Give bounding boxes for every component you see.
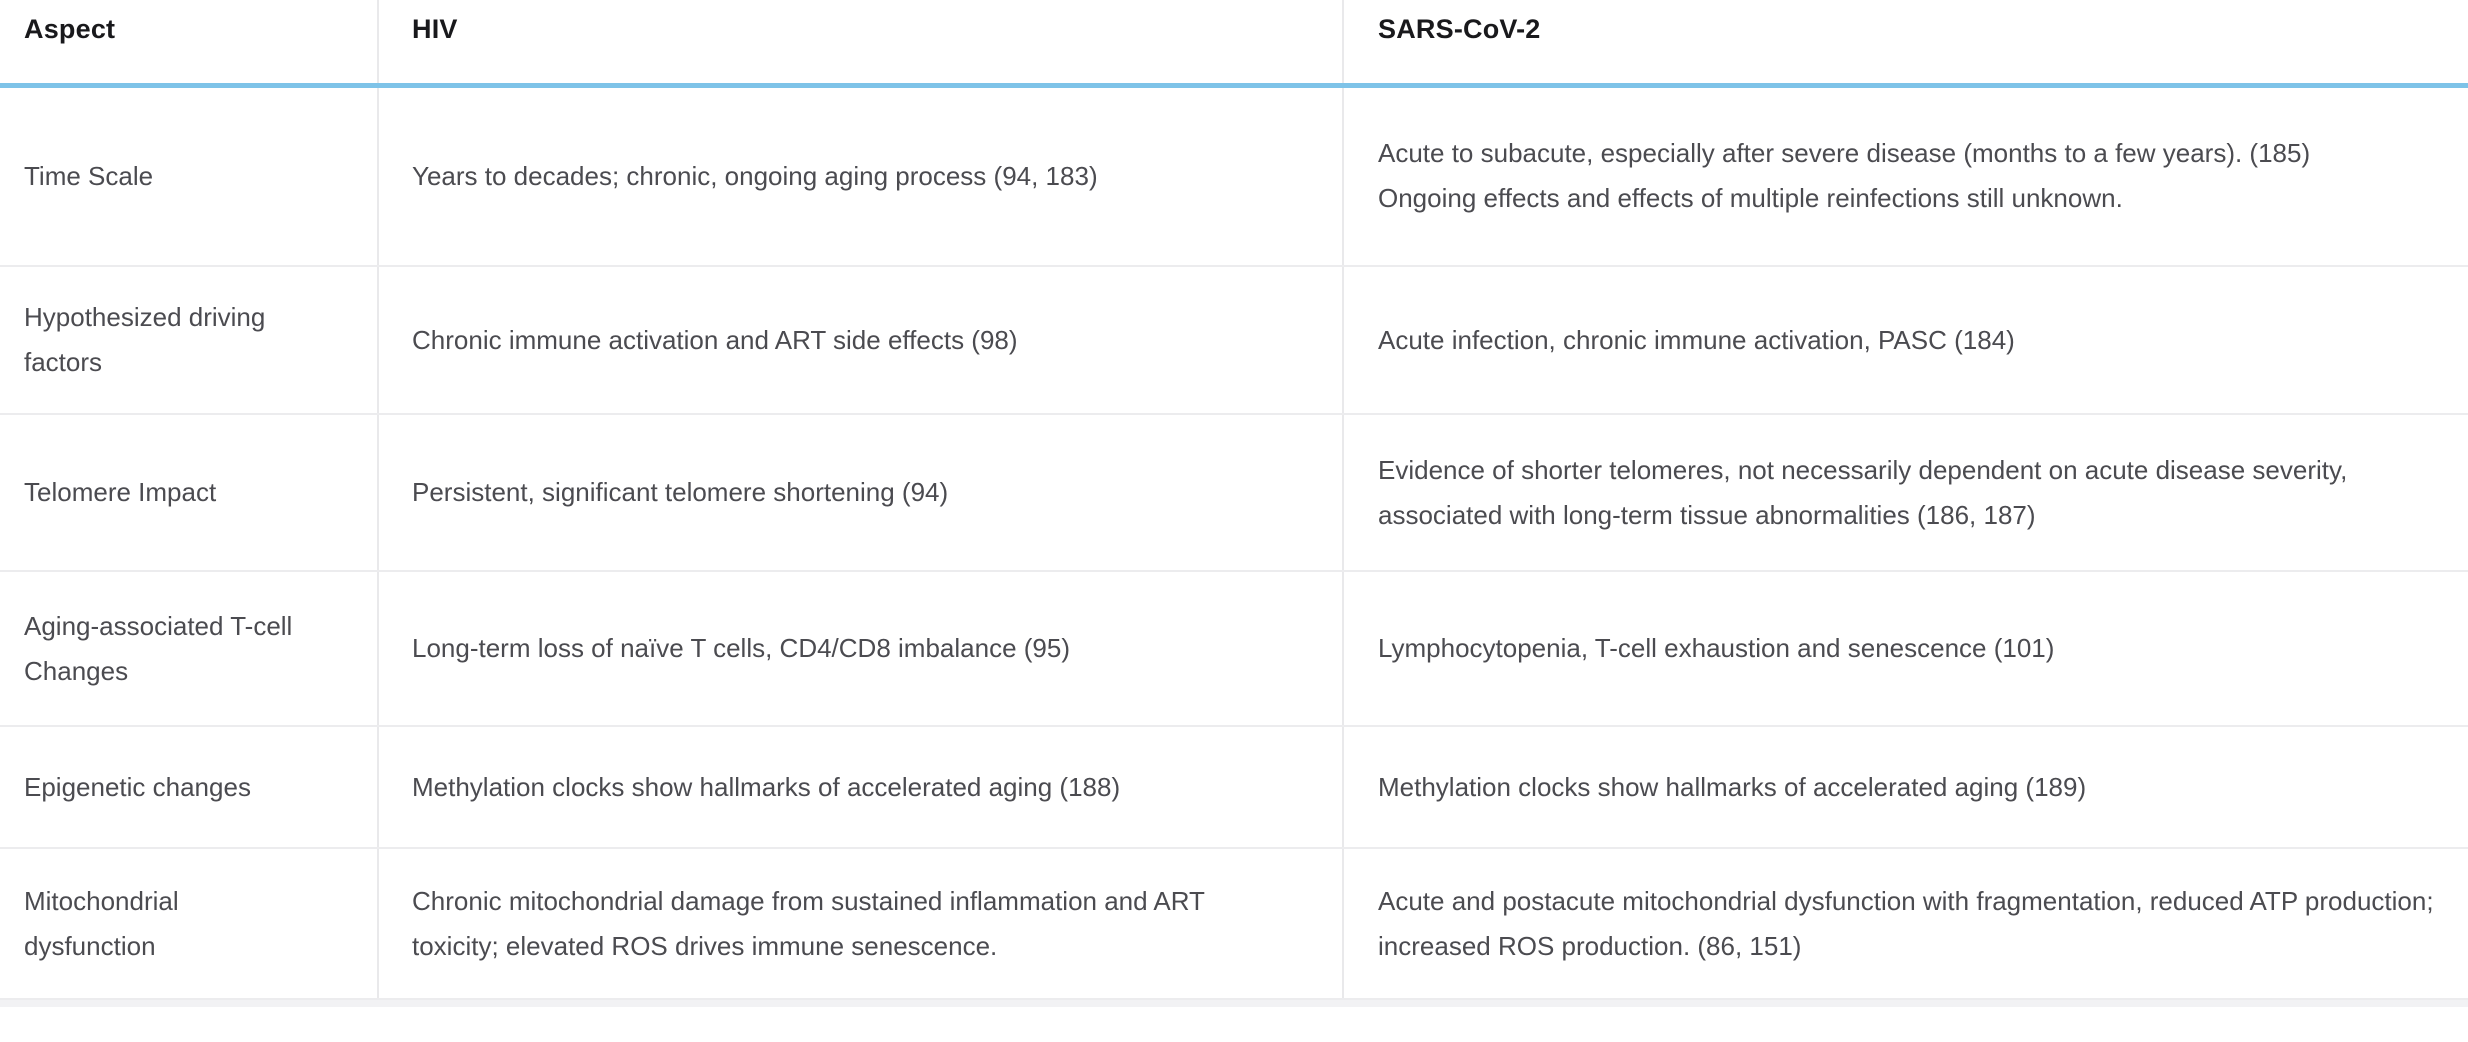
table-header: Aspect HIV SARS-CoV-2 [0, 0, 2468, 88]
table-row: Mitochondrial dysfunction Chronic mitoch… [0, 848, 2468, 1000]
comparison-table: Aspect HIV SARS-CoV-2 Time Scale Years t… [0, 0, 2468, 1000]
hiv-cell: Methylation clocks show hallmarks of acc… [378, 726, 1344, 849]
table-row: Time Scale Years to decades; chronic, on… [0, 85, 2468, 267]
row-aspect-label: Time Scale [0, 85, 379, 267]
table-row: Telomere Impact Persistent, significant … [0, 414, 2468, 572]
column-header-aspect: Aspect [0, 0, 379, 88]
table-row: Aging-associated T-cell Changes Long-ter… [0, 571, 2468, 727]
row-aspect-label: Hypothesized driving factors [0, 266, 379, 415]
sars-cell: Acute and postacute mitochondrial dysfun… [1343, 848, 2468, 1000]
table-row: Hypothesized driving factors Chronic imm… [0, 266, 2468, 415]
table-row: Epigenetic changes Methylation clocks sh… [0, 726, 2468, 849]
sars-cell: Methylation clocks show hallmarks of acc… [1343, 726, 2468, 849]
hiv-cell: Chronic immune activation and ART side e… [378, 266, 1344, 415]
sars-cell: Evidence of shorter telomeres, not neces… [1343, 414, 2468, 572]
row-aspect-label: Aging-associated T-cell Changes [0, 571, 379, 727]
hiv-cell: Years to decades; chronic, ongoing aging… [378, 85, 1344, 267]
hiv-cell: Persistent, significant telomere shorten… [378, 414, 1344, 572]
row-aspect-label: Epigenetic changes [0, 726, 379, 849]
sars-cell: Acute to subacute, especially after seve… [1343, 85, 2468, 267]
sars-cell: Lymphocytopenia, T-cell exhaustion and s… [1343, 571, 2468, 727]
row-aspect-label: Mitochondrial dysfunction [0, 848, 379, 1000]
table-body: Time Scale Years to decades; chronic, on… [0, 85, 2468, 1000]
header-row: Aspect HIV SARS-CoV-2 [0, 0, 2468, 88]
column-header-hiv: HIV [378, 0, 1344, 88]
sars-cell: Acute infection, chronic immune activati… [1343, 266, 2468, 415]
column-header-sars: SARS-CoV-2 [1343, 0, 2468, 88]
hiv-cell: Long-term loss of naïve T cells, CD4/CD8… [378, 571, 1344, 727]
row-aspect-label: Telomere Impact [0, 414, 379, 572]
hiv-cell: Chronic mitochondrial damage from sustai… [378, 848, 1344, 1000]
table-bottom-strip [0, 1000, 2468, 1007]
